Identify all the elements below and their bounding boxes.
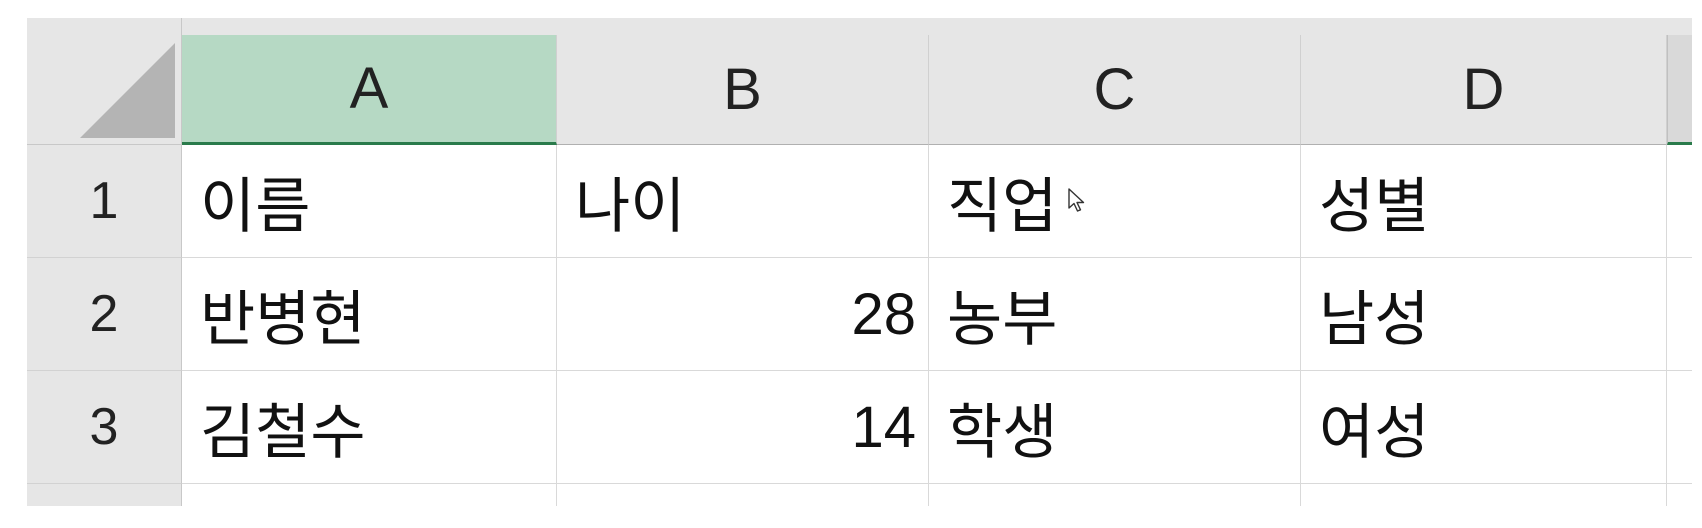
cell-d2[interactable]: 남성 [1301, 258, 1667, 371]
row-header-1[interactable]: 1 [27, 145, 182, 258]
cell-c1[interactable]: 직업 [929, 145, 1301, 258]
row-header-2[interactable]: 2 [27, 258, 182, 371]
column-header-a[interactable]: A [182, 35, 557, 145]
cell-a1[interactable]: 이름 [182, 145, 557, 258]
cell-e3[interactable] [1667, 371, 1692, 484]
cell-d3[interactable]: 여성 [1301, 371, 1667, 484]
cell-a3[interactable]: 김철수 [182, 371, 557, 484]
cell-a4[interactable] [182, 484, 557, 506]
cell-b2[interactable]: 28 [557, 258, 929, 371]
cell-e4[interactable] [1667, 484, 1692, 506]
cell-e1[interactable] [1667, 145, 1692, 258]
cell-c4[interactable] [929, 484, 1301, 506]
cell-b3[interactable]: 14 [557, 371, 929, 484]
mouse-cursor-icon [1068, 188, 1085, 212]
row-header-4-partial[interactable] [27, 484, 182, 506]
cell-e2[interactable] [1667, 258, 1692, 371]
cell-a2[interactable]: 반병현 [182, 258, 557, 371]
column-header-c[interactable]: C [929, 35, 1301, 145]
column-header-d[interactable]: D [1301, 35, 1667, 145]
column-header-b[interactable]: B [557, 35, 929, 145]
cell-b1[interactable]: 나이 [557, 145, 929, 258]
triangle-corner-icon [80, 43, 175, 138]
cell-d4[interactable] [1301, 484, 1667, 506]
select-all-corner[interactable] [27, 18, 182, 145]
cell-d1[interactable]: 성별 [1301, 145, 1667, 258]
column-header-e-partial[interactable] [1667, 35, 1692, 145]
cell-b4[interactable] [557, 484, 929, 506]
spreadsheet-grid: A B C D 1 이름 나이 직업 성별 2 반병현 28 농부 남성 3 김… [27, 18, 1692, 506]
cell-c2[interactable]: 농부 [929, 258, 1301, 371]
row-header-3[interactable]: 3 [27, 371, 182, 484]
cell-c3[interactable]: 학생 [929, 371, 1301, 484]
